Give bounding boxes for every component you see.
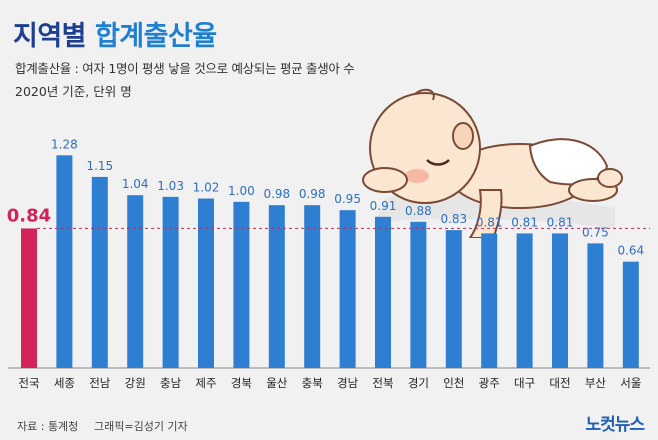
category-label-전국: 전국	[18, 376, 39, 390]
category-label-경북: 경북	[231, 376, 252, 390]
value-label-세종: 1.28	[51, 137, 78, 151]
value-label-서울: 0.64	[617, 244, 644, 258]
bar-인천	[445, 230, 462, 368]
category-label-부산: 부산	[585, 376, 607, 390]
value-label-전북: 0.91	[370, 199, 397, 213]
value-label-전국: 0.84	[7, 205, 51, 226]
value-label-광주: 0.81	[476, 215, 503, 229]
category-label-대구: 대구	[514, 376, 535, 390]
chart-basis-note: 2020년 기준, 단위 명	[15, 84, 132, 99]
value-label-인천: 0.83	[440, 212, 467, 226]
bar-서울	[622, 261, 639, 368]
source-note: 자료 : 통계청	[17, 420, 79, 433]
category-label-광주: 광주	[479, 376, 500, 390]
bar-경북	[233, 201, 250, 368]
value-label-전남: 1.15	[86, 159, 113, 173]
category-label-울산: 울산	[266, 376, 288, 390]
page-title: 지역별 합계출산율	[13, 14, 217, 53]
bar-전남	[91, 176, 108, 368]
value-label-충북: 0.98	[299, 187, 326, 201]
value-label-대전: 0.81	[547, 215, 574, 229]
bar-강원	[127, 195, 144, 368]
title-rest: 합계출산율	[94, 21, 217, 52]
value-label-대구: 0.81	[511, 215, 538, 229]
category-label-대전: 대전	[549, 376, 570, 390]
category-label-경기: 경기	[408, 376, 429, 390]
category-label-충북: 충북	[302, 376, 323, 390]
category-label-전북: 전북	[372, 376, 393, 390]
bar-경남	[339, 210, 356, 368]
graphic-credit: 그래픽=김성기 기자	[94, 420, 188, 433]
category-label-충남: 충남	[160, 376, 182, 390]
value-label-경남: 0.95	[334, 192, 361, 206]
value-label-충남: 1.03	[157, 179, 184, 193]
bar-세종	[56, 155, 73, 368]
bar-광주	[481, 233, 498, 368]
value-label-울산: 0.98	[263, 187, 290, 201]
category-label-강원: 강원	[125, 376, 146, 390]
value-label-경북: 1.00	[228, 184, 255, 198]
value-label-강원: 1.04	[122, 177, 149, 191]
bar-대구	[516, 233, 533, 368]
bar-전북	[375, 216, 391, 368]
category-label-제주: 제주	[195, 376, 216, 390]
category-label-세종: 세종	[54, 376, 75, 390]
bar-충남	[162, 196, 179, 368]
value-label-부산: 0.75	[582, 225, 609, 239]
bar-제주	[198, 198, 214, 368]
bar-울산	[268, 205, 285, 368]
bar-전국	[21, 228, 37, 368]
category-label-경남: 경남	[337, 376, 359, 390]
chart-subtitle: 합계출산율 : 여자 1명이 평생 낳을 것으로 예상되는 평균 출생아 수	[15, 61, 355, 76]
category-label-전남: 전남	[89, 376, 111, 390]
bars-layer: 0.84 전국 1.28 세종 1.15 전남 1.04 강원 1.03 충남 1.02 제주 1.00…	[7, 137, 650, 390]
bar-충북	[304, 205, 321, 368]
bar-대전	[552, 233, 568, 368]
value-label-제주: 1.02	[193, 181, 220, 195]
bar-경기	[410, 221, 427, 368]
category-label-인천: 인천	[443, 376, 464, 390]
bar-부산	[587, 243, 604, 368]
category-label-서울: 서울	[620, 376, 641, 390]
title-strong: 지역별	[13, 21, 87, 52]
value-label-경기: 0.88	[405, 204, 432, 218]
publisher-logo: 노컷뉴스	[585, 415, 645, 435]
sleeping-baby-illustration	[362, 88, 623, 238]
